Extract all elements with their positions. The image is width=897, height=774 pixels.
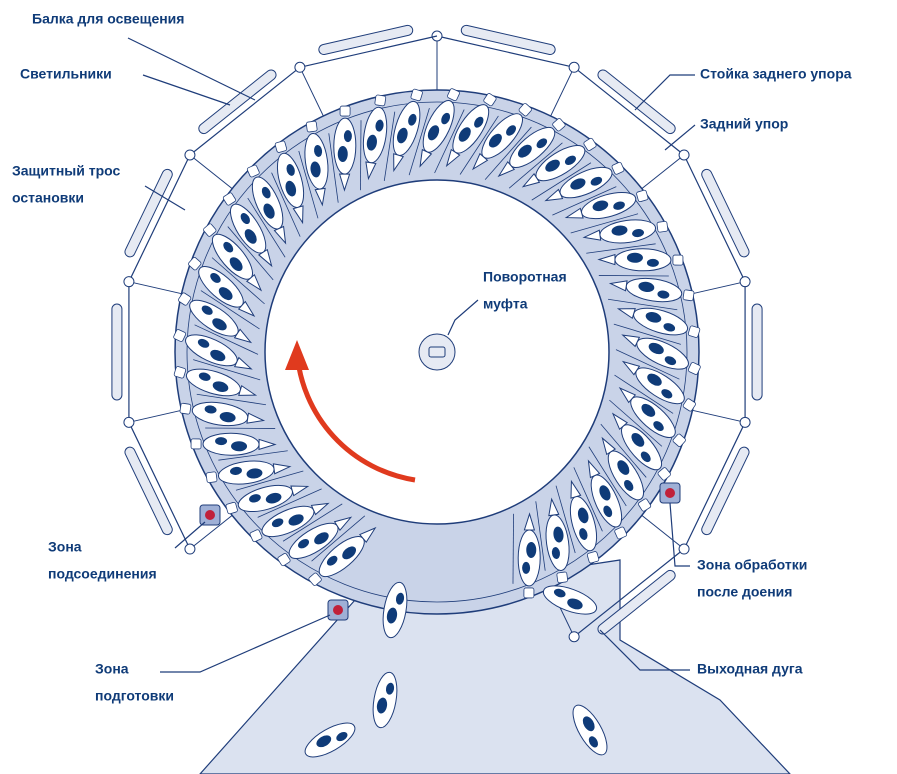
cow-body xyxy=(203,433,259,455)
frame-beam xyxy=(129,155,190,282)
frame-post xyxy=(185,544,195,554)
feed-bin xyxy=(340,106,350,116)
feed-bin xyxy=(375,95,386,106)
frame-post xyxy=(569,632,579,642)
prep-zone-dot xyxy=(333,605,343,615)
label-text: Зона xyxy=(95,661,129,677)
feed-bin xyxy=(673,255,683,265)
stall-divider xyxy=(599,275,669,276)
frame-post xyxy=(679,544,689,554)
feed-bin xyxy=(306,121,317,132)
feed-bin xyxy=(657,221,668,232)
frame-post xyxy=(124,417,134,427)
attach-zone-dot xyxy=(205,510,215,520)
frame-spoke xyxy=(129,410,182,422)
light-fixture xyxy=(700,168,751,259)
cow-body xyxy=(518,530,540,586)
frame-post xyxy=(124,277,134,287)
label-text: Зона обработки xyxy=(697,557,807,573)
frame-post xyxy=(185,150,195,160)
label-text: Задний упор xyxy=(700,116,788,132)
feed-bin xyxy=(206,472,217,483)
light-fixture xyxy=(752,304,762,400)
leader-line xyxy=(670,503,690,566)
label-text: Балка для освещения xyxy=(32,11,184,27)
light-fixture xyxy=(318,24,414,55)
leader-line xyxy=(143,75,230,105)
frame-beam xyxy=(684,155,745,282)
frame-spoke xyxy=(692,282,745,294)
frame-spoke xyxy=(300,67,323,116)
cow-body xyxy=(334,118,356,174)
rotary-coupling xyxy=(419,334,455,370)
frame-spoke xyxy=(190,155,232,189)
feed-bin xyxy=(683,290,694,301)
stall-divider xyxy=(360,120,361,190)
feed-bin xyxy=(524,588,534,598)
feed-bin xyxy=(226,502,238,514)
light-fixture xyxy=(460,24,556,55)
frame-spoke xyxy=(692,410,745,422)
feed-bin xyxy=(180,403,191,414)
label-text: остановки xyxy=(12,190,84,206)
milking-parlor-diagram: Балка для освещения Светильники Защитный т… xyxy=(0,0,897,774)
frame-post xyxy=(679,150,689,160)
label-text: подготовки xyxy=(95,688,174,704)
stall-divider xyxy=(205,428,275,429)
label-text: после доения xyxy=(697,584,792,600)
frame-beam xyxy=(129,422,190,549)
feed-bin xyxy=(587,551,599,563)
label-text: Поворотная xyxy=(483,269,567,285)
light-fixture xyxy=(123,168,174,259)
stall-divider xyxy=(513,514,514,584)
frame-spoke xyxy=(129,282,182,294)
label-text: Стойка заднего упора xyxy=(700,66,852,82)
frame-spoke xyxy=(642,155,684,189)
label-text: Защитный трос xyxy=(12,163,121,179)
frame-post xyxy=(740,417,750,427)
feed-bin xyxy=(191,439,201,449)
light-fixture xyxy=(596,68,677,136)
light-fixture xyxy=(123,445,174,536)
frame-spoke xyxy=(551,67,574,116)
label-text: Светильники xyxy=(20,66,112,82)
light-fixture xyxy=(700,445,751,536)
label-text: подсоединения xyxy=(48,566,157,582)
label-text: муфта xyxy=(483,296,528,312)
frame-post xyxy=(295,62,305,72)
label-text: Зона xyxy=(48,539,82,555)
post-zone-dot xyxy=(665,488,675,498)
frame-beam xyxy=(684,422,745,549)
label-text: Выходная дуга xyxy=(697,661,803,677)
frame-post xyxy=(740,277,750,287)
feed-bin xyxy=(275,141,287,153)
feed-bin xyxy=(557,572,568,583)
light-fixture xyxy=(112,304,122,400)
frame-post xyxy=(569,62,579,72)
frame-spoke xyxy=(642,515,684,549)
feed-bin xyxy=(636,190,648,202)
leader-line xyxy=(128,38,255,100)
cow-body xyxy=(615,249,671,271)
